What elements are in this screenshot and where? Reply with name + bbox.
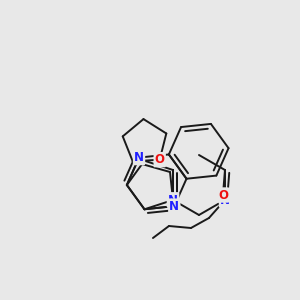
Text: O: O [218,188,228,202]
Text: N: N [168,194,178,206]
Text: O: O [155,153,165,166]
Text: N: N [134,151,144,164]
Text: N: N [220,194,230,206]
Text: N: N [168,194,178,206]
Text: N: N [169,200,179,213]
